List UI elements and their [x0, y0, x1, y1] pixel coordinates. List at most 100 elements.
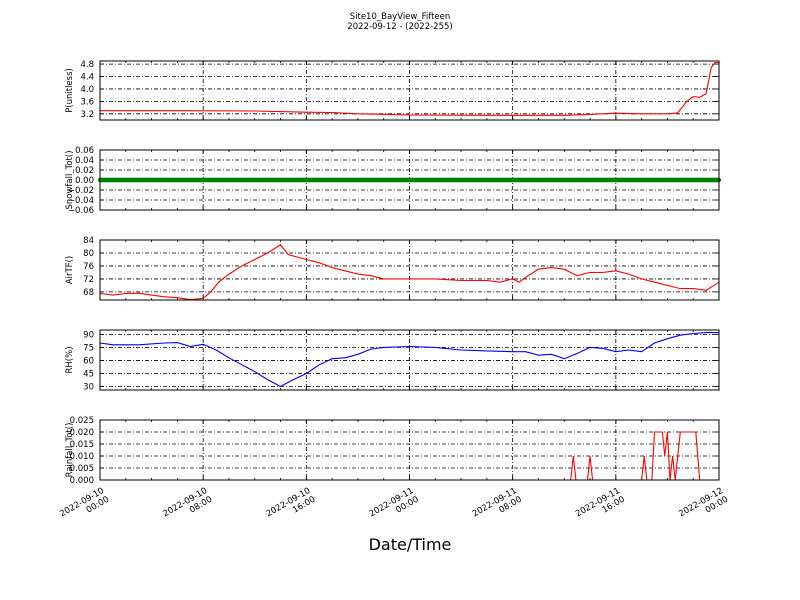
data-point [278, 177, 283, 183]
data-point [652, 177, 657, 183]
data-point [394, 177, 399, 183]
data-point [168, 177, 174, 183]
data-point [442, 177, 448, 183]
data-point [197, 177, 203, 183]
y-tick-label: 80 [83, 249, 94, 259]
panel-1: 3.2 3.6 4.0 4.4 4.8 P(unitless) [65, 60, 720, 121]
data-point [181, 177, 187, 183]
data-point [516, 177, 522, 183]
data-point [700, 177, 706, 183]
data-point [710, 177, 715, 183]
data-point [703, 177, 709, 183]
data-point [568, 177, 573, 183]
data-point [262, 177, 267, 183]
data-point [207, 177, 212, 183]
y-tick-label: 4.0 [80, 85, 94, 95]
y-tick-label: 0.000 [70, 476, 94, 486]
data-point [387, 177, 393, 183]
data-point [423, 177, 428, 183]
data-point [313, 177, 319, 183]
data-point [184, 177, 190, 183]
data-point [475, 177, 480, 183]
data-point [136, 177, 141, 183]
y-tick-label: 68 [83, 288, 94, 298]
data-point [159, 177, 164, 183]
data-point [220, 177, 225, 183]
data-point [317, 177, 322, 183]
axes-frame [99, 419, 720, 481]
y-axis-label: RH(%) [65, 346, 75, 373]
data-point [655, 177, 660, 183]
y-tick-label: 0.06 [75, 146, 94, 156]
data-point [326, 177, 332, 183]
data-point [210, 177, 216, 183]
panel-3: 68 72 76 80 84 AirTF() [65, 236, 720, 301]
data-point [507, 177, 512, 183]
data-point [297, 177, 303, 183]
data-point [487, 177, 493, 183]
data-point [462, 177, 467, 183]
y-tick-label: 0.010 [70, 452, 94, 462]
data-point [149, 177, 154, 183]
data-point [175, 177, 180, 183]
data-point [191, 177, 196, 183]
data-point [126, 177, 132, 183]
data-point [104, 177, 109, 183]
data-point [632, 177, 638, 183]
data-point [458, 177, 464, 183]
figure-title-line1: Site10_BayView_Fifteen [350, 12, 451, 22]
data-point [616, 177, 622, 183]
data-point [613, 177, 619, 183]
data-point [497, 177, 502, 183]
data-point [162, 177, 167, 183]
data-point [481, 177, 486, 183]
data-point [233, 177, 238, 183]
data-point [600, 177, 606, 183]
data-point [552, 177, 557, 183]
data-point [584, 177, 590, 183]
y-tick-label: 84 [83, 236, 94, 246]
y-tick-label: 0.04 [75, 156, 94, 166]
y-tick-label: 90 [83, 330, 94, 340]
series-line [99, 332, 719, 388]
data-point [594, 177, 599, 183]
data-point [529, 177, 535, 183]
data-point [468, 177, 473, 183]
data-point [171, 177, 177, 183]
data-point [246, 177, 251, 183]
data-point [610, 177, 615, 183]
data-point [252, 177, 257, 183]
data-point [636, 177, 641, 183]
y-tick-label: 76 [83, 262, 94, 272]
data-point [597, 177, 602, 183]
data-point [110, 177, 116, 183]
data-point [265, 177, 270, 183]
data-point [581, 177, 586, 183]
data-point [294, 177, 299, 183]
y-tick-label: 45 [83, 369, 94, 379]
y-tick-label: 0.015 [70, 440, 94, 450]
data-point [587, 177, 593, 183]
data-point [445, 177, 451, 183]
y-tick-label: 0.020 [70, 428, 94, 438]
axes-frame [99, 60, 720, 121]
data-point [455, 177, 461, 183]
data-point [333, 177, 338, 183]
data-point [204, 177, 209, 183]
data-point [420, 177, 425, 183]
data-point [368, 177, 374, 183]
data-point [236, 177, 241, 183]
data-point [436, 177, 441, 183]
data-point [562, 177, 567, 183]
data-point [478, 177, 483, 183]
data-point [536, 177, 541, 183]
data-point [426, 177, 432, 183]
data-point [239, 177, 245, 183]
y-tick-label: 3.2 [80, 110, 94, 120]
data-point [355, 177, 361, 183]
